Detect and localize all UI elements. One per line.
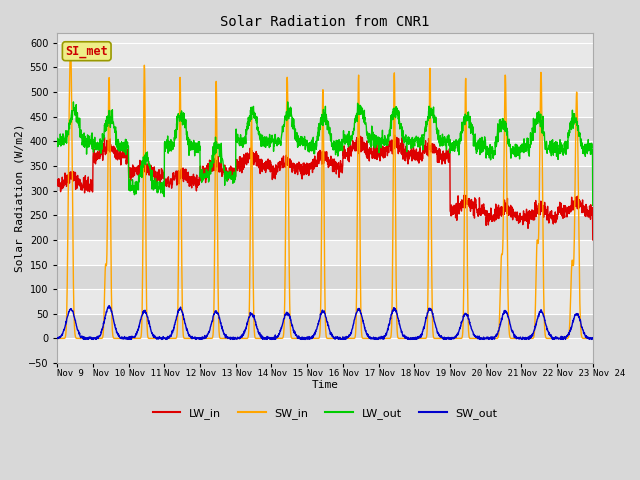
Bar — [58, 92, 593, 117]
Bar — [58, 240, 593, 264]
Bar — [58, 314, 593, 338]
Bar — [58, 191, 593, 215]
Y-axis label: Solar Radiation (W/m2): Solar Radiation (W/m2) — [15, 124, 25, 272]
Text: SI_met: SI_met — [65, 45, 108, 58]
Bar — [58, 67, 593, 92]
Bar — [58, 215, 593, 240]
Bar — [58, 117, 593, 141]
Legend: LW_in, SW_in, LW_out, SW_out: LW_in, SW_in, LW_out, SW_out — [148, 404, 502, 423]
Bar — [58, 289, 593, 314]
Bar — [58, 264, 593, 289]
Title: Solar Radiation from CNR1: Solar Radiation from CNR1 — [220, 15, 429, 29]
Bar — [58, 338, 593, 363]
X-axis label: Time: Time — [312, 380, 339, 390]
Bar — [58, 166, 593, 191]
Bar — [58, 141, 593, 166]
Bar — [58, 43, 593, 67]
